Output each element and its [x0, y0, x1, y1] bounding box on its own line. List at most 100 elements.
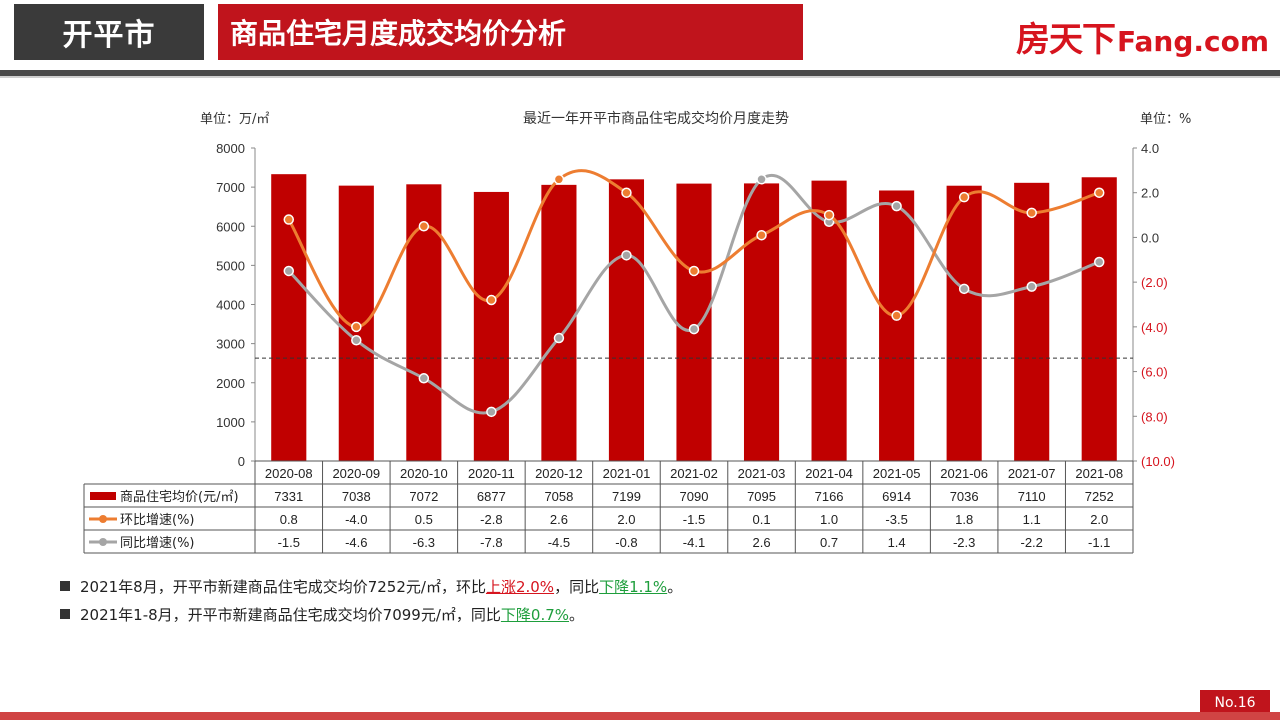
yoy-point: [756, 174, 767, 185]
header: 开平市 商品住宅月度成交均价分析 房天下 Fang.com: [0, 0, 1280, 70]
data-label: 1.0: [820, 512, 838, 527]
data-label: -0.8: [615, 535, 637, 550]
footer-bar: [0, 712, 1280, 720]
note-monthly-prefix: 2021年8月，开平市新建商品住宅成交均价7252元/㎡，环比: [80, 577, 486, 596]
legend-label: 同比增速(%): [120, 536, 195, 551]
legend-label: 环比增速(%): [120, 513, 195, 528]
data-label: -4.5: [548, 535, 570, 550]
x-category-label: 2021-02: [670, 466, 718, 481]
yoy-point: [891, 200, 902, 212]
data-label: 7199: [612, 489, 641, 504]
yoy-point: [553, 332, 565, 344]
right-tick-label: (10.0): [1141, 454, 1175, 469]
right-tick-label: 0.0: [1141, 230, 1159, 245]
mom-point: [891, 310, 902, 321]
x-category-label: 2021-08: [1075, 466, 1123, 481]
right-tick-label: (4.0): [1141, 320, 1168, 335]
yoy-point: [621, 250, 632, 261]
data-label: 6877: [477, 489, 506, 504]
x-category-label: 2020-12: [535, 466, 583, 481]
page-title: 商品住宅月度成交均价分析: [218, 4, 803, 60]
note-monthly-suffix: 。: [667, 577, 683, 596]
data-label: 7166: [815, 489, 844, 504]
left-tick-label: 8000: [216, 141, 245, 156]
x-category-label: 2020-08: [265, 466, 313, 481]
data-label: 7331: [274, 489, 303, 504]
x-category-label: 2021-04: [805, 466, 853, 481]
note-monthly-mom: 上涨2.0%: [485, 577, 555, 596]
data-label: 0.8: [280, 512, 298, 527]
data-label: 6914: [882, 489, 911, 504]
summary-notes: 2021年8月，开平市新建商品住宅成交均价7252元/㎡，环比 上涨2.0% ，…: [60, 572, 682, 628]
mom-point: [351, 321, 362, 333]
data-label: -1.5: [278, 535, 300, 550]
left-tick-label: 7000: [216, 180, 245, 195]
note-monthly-mid: ，同比: [554, 577, 600, 596]
data-label: 7252: [1085, 489, 1114, 504]
city-label: 开平市: [14, 4, 204, 60]
legend-point-swatch: [99, 538, 107, 546]
data-label: -7.8: [480, 535, 502, 550]
yoy-point: [1026, 281, 1037, 292]
data-label: 2.6: [752, 535, 770, 550]
yoy-point: [1093, 256, 1105, 268]
left-tick-label: 3000: [216, 337, 245, 352]
mom-point: [283, 214, 295, 225]
left-tick-label: 4000: [216, 298, 245, 313]
data-label: 1.4: [888, 535, 906, 550]
note-ytd-yoy: 下降0.7%: [500, 605, 570, 624]
data-label: -4.0: [345, 512, 367, 527]
x-category-label: 2021-03: [738, 466, 786, 481]
right-tick-label: (2.0): [1141, 275, 1168, 290]
yoy-point: [958, 283, 970, 295]
x-category-label: 2021-01: [603, 466, 651, 481]
data-label: -1.5: [683, 512, 705, 527]
data-label: 2.0: [1090, 512, 1108, 527]
data-label: -1.1: [1088, 535, 1110, 550]
bullet-icon: [60, 609, 70, 619]
note-ytd: 2021年1-8月，开平市新建商品住宅成交均价7099元/㎡，同比 下降0.7%…: [60, 600, 682, 628]
mom-point: [418, 221, 430, 232]
price-bar: [946, 185, 982, 462]
mom-point: [823, 209, 835, 221]
data-label: 2.0: [617, 512, 635, 527]
data-label: 7038: [342, 489, 371, 504]
price-bar: [743, 183, 780, 461]
note-monthly-yoy: 下降1.1%: [599, 577, 668, 596]
left-tick-label: 5000: [216, 258, 245, 273]
data-label: 0.5: [415, 512, 433, 527]
x-category-label: 2020-11: [468, 466, 515, 481]
logo-cn: 房天下: [1016, 20, 1116, 60]
price-bar: [473, 191, 509, 461]
x-category-label: 2020-09: [332, 466, 380, 481]
data-label: -2.3: [953, 535, 975, 550]
yoy-point: [688, 323, 700, 335]
price-bar: [608, 179, 645, 462]
mom-point: [486, 294, 497, 306]
price-bar: [879, 190, 915, 461]
logo-en: Fang.com: [1117, 25, 1270, 58]
left-tick-label: 0: [238, 454, 245, 469]
yoy-point: [418, 373, 430, 384]
left-tick-label: 6000: [216, 219, 245, 234]
page-number: No.16: [1200, 690, 1270, 716]
data-label: -2.2: [1020, 535, 1042, 550]
data-label: 7095: [747, 489, 776, 504]
data-label: 1.8: [955, 512, 973, 527]
yoy-point: [351, 335, 362, 346]
data-label: 7090: [680, 489, 709, 504]
bullet-icon: [60, 581, 70, 591]
data-label: -4.6: [345, 535, 367, 550]
note-monthly: 2021年8月，开平市新建商品住宅成交均价7252元/㎡，环比 上涨2.0% ，…: [60, 572, 682, 600]
legend-point-swatch: [99, 515, 107, 523]
data-label: -6.3: [413, 535, 435, 550]
mom-point: [756, 229, 767, 241]
header-divider-light: [0, 76, 1280, 78]
right-axis-unit: 单位：%: [1140, 112, 1192, 127]
data-label: 2.6: [550, 512, 568, 527]
price-bar: [1014, 182, 1050, 462]
left-tick-label: 1000: [216, 415, 245, 430]
data-label: 0.7: [820, 535, 838, 550]
data-label: -4.1: [683, 535, 705, 550]
